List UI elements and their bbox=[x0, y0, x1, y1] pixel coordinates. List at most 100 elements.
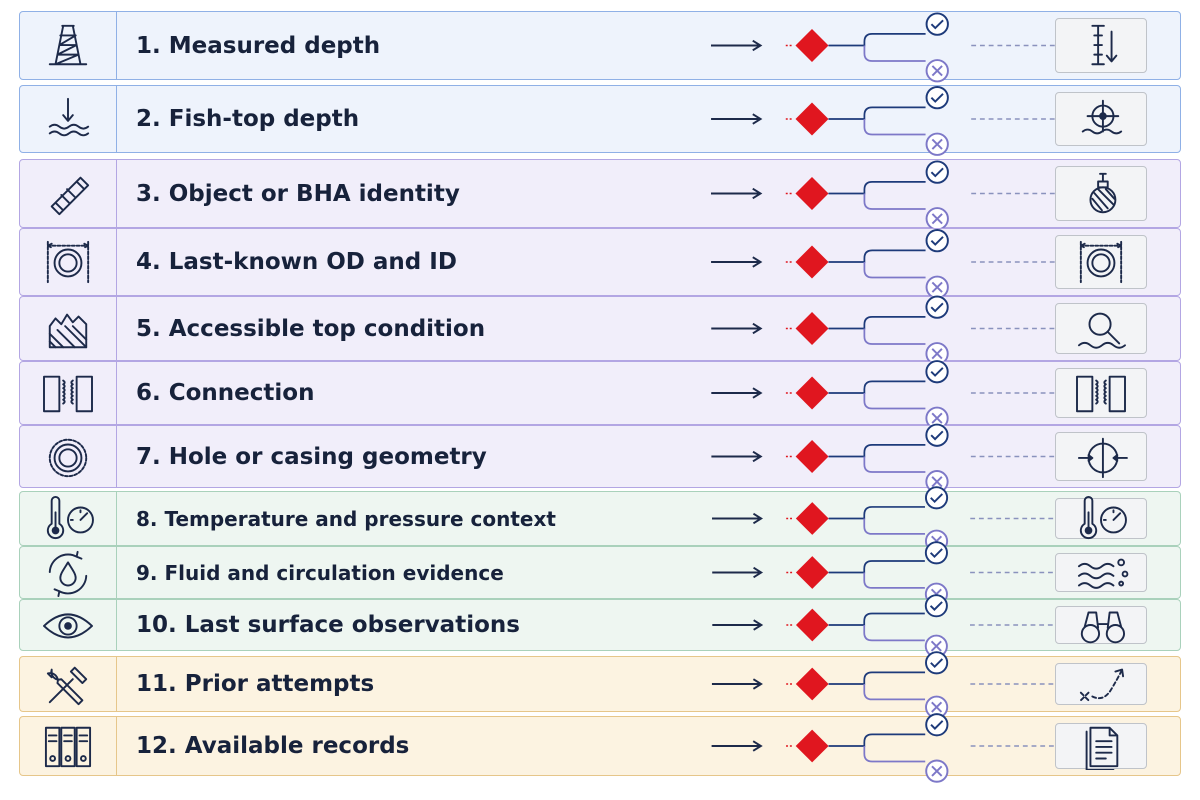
arrow-head bbox=[752, 740, 763, 752]
yes-branch-line bbox=[828, 315, 926, 330]
drill-tool-icon bbox=[50, 176, 90, 215]
row-label: 12. Available records bbox=[136, 733, 410, 759]
yes-branch-line bbox=[828, 506, 925, 520]
check-icon bbox=[925, 713, 949, 737]
no-branch-line bbox=[863, 456, 926, 473]
arrow-head bbox=[752, 113, 763, 125]
casing-rings-icon bbox=[48, 438, 88, 477]
row-label: 7. Hole or casing geometry bbox=[136, 443, 487, 470]
decision-diamond bbox=[795, 245, 829, 279]
row-icon-cell bbox=[20, 160, 117, 227]
pipe-dimension-icon bbox=[46, 240, 90, 284]
row-icon-cell bbox=[20, 426, 117, 487]
yes-branch-line bbox=[828, 180, 926, 195]
yes-branch-line bbox=[828, 380, 926, 394]
decision-diamond bbox=[795, 667, 829, 701]
row-label: 1. Measured depth bbox=[136, 32, 381, 59]
row-icon-cell bbox=[20, 12, 117, 79]
cross-icon bbox=[925, 132, 949, 156]
row-icon-cell bbox=[20, 717, 117, 775]
row-label: 4. Last-known OD and ID bbox=[136, 249, 457, 275]
no-branch-line bbox=[863, 518, 925, 535]
check-icon bbox=[925, 295, 949, 319]
row-icon-cell bbox=[20, 492, 117, 545]
result-box bbox=[1055, 723, 1147, 770]
path-attempt-icon bbox=[1079, 668, 1125, 702]
checklist-row: 2. Fish-top depth bbox=[19, 85, 1181, 156]
arrow-head bbox=[752, 256, 763, 268]
row-label: 9. Fluid and circulation evidence bbox=[136, 560, 504, 585]
check-icon bbox=[925, 651, 949, 675]
decision-flow bbox=[711, 423, 1059, 494]
row-icon-cell bbox=[20, 657, 117, 711]
cross-icon bbox=[925, 207, 949, 231]
yes-branch-line bbox=[828, 560, 925, 574]
thermometer-gauge-icon bbox=[46, 495, 94, 539]
thread-connection-icon bbox=[1076, 375, 1126, 413]
decision-flow bbox=[711, 360, 1059, 430]
check-icon bbox=[925, 423, 949, 447]
document-icon bbox=[1085, 726, 1119, 770]
decision-flow bbox=[711, 295, 1059, 366]
thermometer-gauge-icon bbox=[1079, 495, 1127, 539]
check-icon bbox=[924, 486, 949, 510]
checklist-row: 12. Available records bbox=[19, 713, 1181, 783]
result-box bbox=[1055, 303, 1147, 354]
result-box bbox=[1055, 235, 1147, 289]
checklist-row: 4. Last-known OD and ID bbox=[19, 228, 1181, 299]
result-box bbox=[1055, 553, 1147, 592]
checklist-row: 10. Last surface observations bbox=[19, 594, 1181, 658]
cross-icon bbox=[925, 470, 949, 494]
row-icon-cell bbox=[20, 229, 117, 295]
yes-branch-line bbox=[828, 444, 926, 458]
decision-diamond bbox=[795, 502, 829, 535]
decision-flow bbox=[712, 594, 1057, 658]
check-icon bbox=[924, 594, 948, 618]
fluid-circulation-icon bbox=[48, 550, 88, 597]
arrow-head bbox=[752, 187, 763, 200]
target-crosshair-icon bbox=[1081, 99, 1123, 135]
bha-tool-icon bbox=[1089, 172, 1117, 213]
arrow-head bbox=[753, 619, 764, 631]
no-branch-line bbox=[863, 625, 925, 642]
checklist-row: 7. Hole or casing geometry bbox=[19, 423, 1181, 494]
result-box bbox=[1055, 18, 1147, 73]
checklist-row: 11. Prior attempts bbox=[19, 651, 1181, 719]
decision-diamond bbox=[795, 28, 829, 63]
check-icon bbox=[924, 541, 948, 565]
row-icon-cell bbox=[20, 600, 117, 650]
checklist-row: 6. Connection bbox=[19, 360, 1181, 430]
wrench-screwdriver-icon bbox=[46, 666, 88, 706]
row-icon-cell bbox=[20, 86, 117, 152]
row-label: 3. Object or BHA identity bbox=[136, 180, 460, 207]
no-branch-line bbox=[863, 328, 926, 345]
decision-diamond bbox=[795, 312, 829, 345]
decision-diamond bbox=[795, 102, 829, 136]
check-icon bbox=[925, 12, 949, 36]
no-branch-line bbox=[863, 684, 926, 701]
arrow-head bbox=[752, 512, 763, 525]
cross-icon bbox=[925, 59, 949, 83]
no-branch-line bbox=[863, 119, 926, 136]
fluid-waves-icon bbox=[1077, 558, 1129, 589]
yes-branch-line bbox=[828, 612, 925, 626]
result-box bbox=[1055, 92, 1147, 146]
check-icon bbox=[925, 160, 949, 184]
yes-branch-line bbox=[828, 106, 926, 120]
row-icon-cell bbox=[20, 362, 117, 424]
decision-flow bbox=[711, 229, 1059, 299]
cross-icon bbox=[925, 759, 949, 783]
row-label: 11. Prior attempts bbox=[136, 671, 375, 697]
no-branch-line bbox=[863, 393, 926, 410]
row-label: 2. Fish-top depth bbox=[136, 106, 360, 132]
decision-flow bbox=[711, 160, 1059, 231]
checklist-row: 5. Accessible top condition bbox=[19, 295, 1181, 366]
pipe-dimension-icon bbox=[1079, 240, 1123, 284]
decision-flow bbox=[712, 541, 1057, 606]
arrow-head bbox=[752, 387, 763, 399]
decision-diamond bbox=[795, 556, 829, 589]
binoculars-icon bbox=[1080, 611, 1125, 644]
checklist-row: 9. Fluid and circulation evidence bbox=[19, 541, 1181, 606]
casing-crosshair-icon bbox=[1077, 437, 1128, 478]
